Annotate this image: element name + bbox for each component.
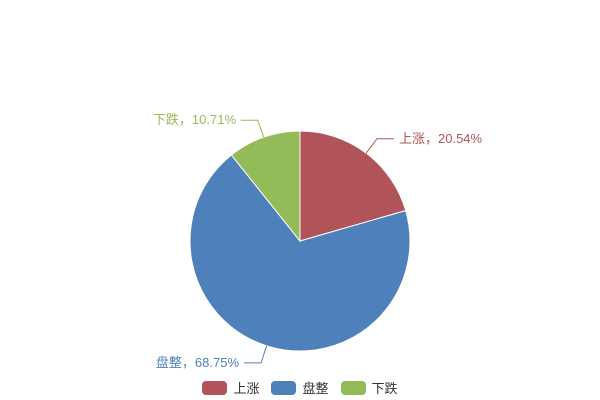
leader-line-up [365,138,394,154]
leader-line-flat [244,345,268,364]
legend-item-up[interactable]: 上涨 [202,378,259,397]
legend-item-down[interactable]: 下跌 [340,378,398,397]
legend-label-flat: 盘整 [302,381,329,396]
callout-label-flat: 盘整，68.75% [155,355,239,370]
callout-label-down: 下跌，10.71% [152,112,236,127]
legend: 上涨 盘整 下跌 [0,378,600,397]
legend-item-flat[interactable]: 盘整 [271,378,329,397]
legend-label-up: 上涨 [233,381,260,396]
leader-line-down [240,119,265,138]
pie-slice-flat[interactable] [189,154,411,352]
legend-label-down: 下跌 [371,381,398,396]
legend-swatch-flat [271,380,297,395]
legend-swatch-up [202,380,228,395]
pie-slice-down[interactable] [230,130,301,243]
pie-slice-up[interactable] [299,130,407,242]
callout-label-up: 上涨，20.54% [399,131,483,146]
legend-swatch-down [340,380,366,395]
